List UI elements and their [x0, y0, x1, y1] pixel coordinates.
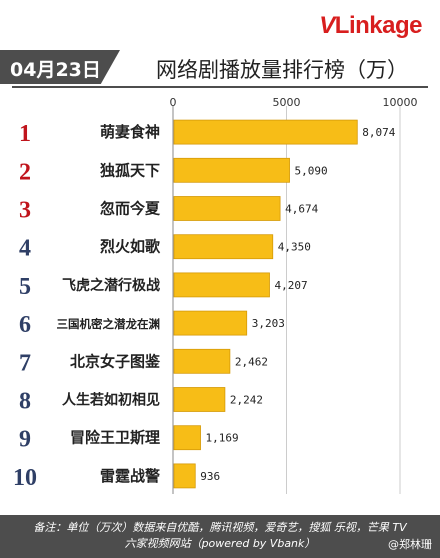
- value-label: 8,074: [362, 126, 395, 139]
- chart-title: 网络剧播放量排行榜（万）: [156, 58, 408, 82]
- rank-number: 2: [19, 159, 31, 185]
- rank-number: 10: [13, 465, 37, 491]
- bar-chart: 0 5000 10000 1 萌妻食神 8,074 2 独孤天下 5,090 3 忽而今夏 4,674…: [13, 96, 418, 494]
- category-label: 冒险王卫斯理: [70, 429, 160, 447]
- rank-number: 4: [19, 236, 31, 262]
- x-tick-label: 10000: [383, 96, 418, 109]
- value-label: 4,350: [278, 241, 311, 254]
- category-label: 人生若如初相见: [62, 392, 160, 409]
- value-label: 1,169: [206, 432, 239, 445]
- value-label: 5,090: [295, 164, 328, 177]
- category-label: 忽而今夏: [100, 200, 161, 218]
- rank-number: 6: [19, 312, 31, 338]
- rank-number: 8: [19, 389, 31, 415]
- bar: [173, 119, 358, 145]
- footer-line-1: 备注：单位（万次）数据来自优酷，腾讯视频，爱奇艺，搜狐 乐视，芒果 TV: [33, 521, 407, 534]
- x-tick-label: 0: [170, 96, 177, 109]
- bar: [173, 310, 248, 336]
- date-banner: 04月23日: [0, 50, 120, 84]
- category-label: 烈火如歌: [100, 238, 161, 256]
- category-label: 飞虎之潜行极战: [62, 277, 160, 294]
- rank-number: 7: [19, 350, 31, 376]
- bar: [173, 234, 274, 260]
- bar: [173, 348, 231, 374]
- date-label: 04月23日: [10, 59, 101, 81]
- bar: [173, 387, 226, 412]
- value-label: 3,203: [252, 317, 285, 330]
- rank-number: 5: [19, 274, 31, 300]
- bar: [173, 157, 290, 183]
- category-label: 萌妻食神: [100, 123, 160, 141]
- footer-line-2: 六家视频网站（powered by Vbank）: [124, 537, 316, 550]
- rank-number: 9: [19, 427, 31, 453]
- value-label: 2,462: [235, 355, 268, 368]
- rank-number: 3: [19, 198, 31, 224]
- bar: [173, 425, 201, 451]
- weibo-watermark: @郑林珊: [388, 538, 432, 551]
- footer-note: 备注：单位（万次）数据来自优酷，腾讯视频，爱奇艺，搜狐 乐视，芒果 TV 六家视…: [0, 515, 440, 558]
- category-label: 三国机密之潜龙在渊: [57, 317, 161, 331]
- value-label: 2,242: [230, 394, 263, 407]
- rank-number: 1: [19, 121, 31, 147]
- category-label: 雷霆战警: [100, 467, 160, 485]
- vlinkage-logo: VLinkage: [319, 12, 422, 39]
- bar: [173, 463, 196, 489]
- value-label: 936: [200, 470, 220, 483]
- bar: [173, 196, 281, 221]
- category-label: 独孤天下: [100, 161, 160, 179]
- value-label: 4,207: [274, 279, 307, 292]
- x-tick-label: 5000: [273, 96, 301, 109]
- bar: [173, 272, 270, 298]
- header-rule: [12, 86, 428, 88]
- category-label: 北京女子图鉴: [70, 352, 161, 370]
- value-label: 4,674: [285, 203, 318, 216]
